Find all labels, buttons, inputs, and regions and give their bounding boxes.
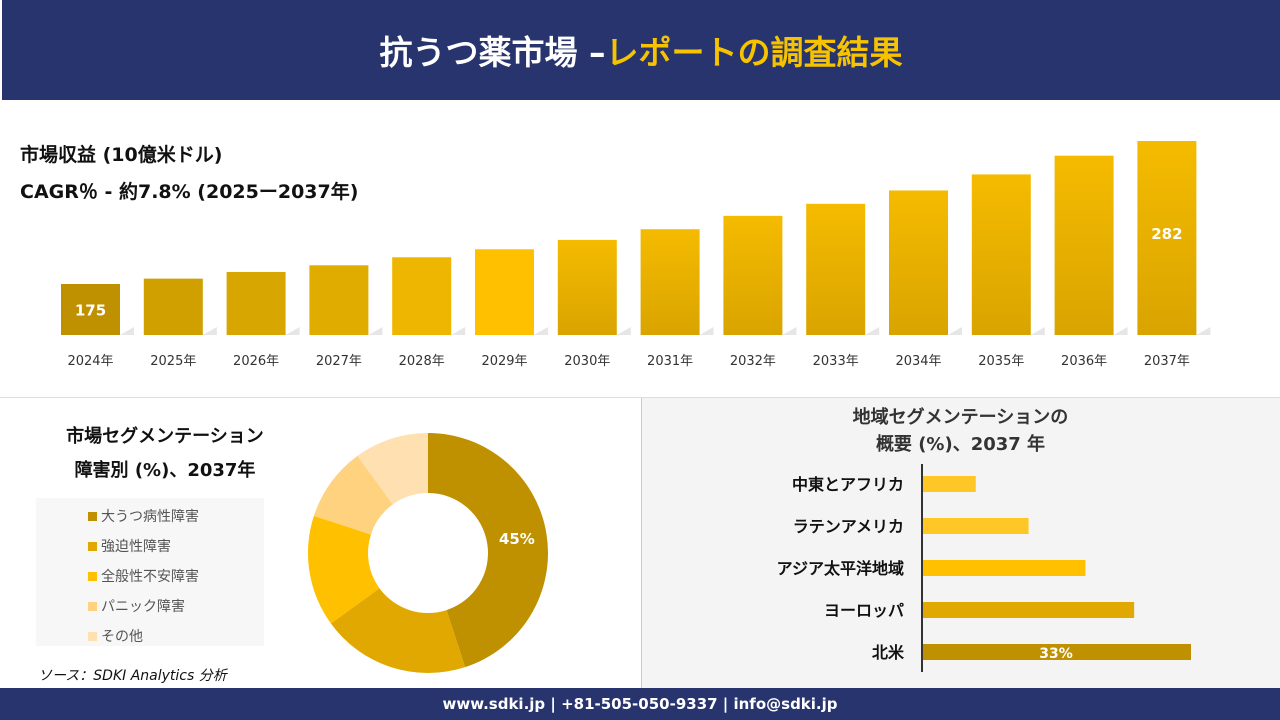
legend-swatch — [88, 631, 97, 641]
disorder-donut-chart: 45% — [308, 433, 549, 673]
region-title: 地域セグメンテーションの 概要 (%)、2037 年 — [641, 404, 1280, 458]
revenue-title: 市場収益 (10億米ドル) — [20, 144, 223, 166]
donut-legend: 大うつ病性障害 強迫性障害全般性不安障害 パニック障害 その他 — [36, 498, 264, 646]
donut-slice-3 — [313, 455, 393, 535]
x-tick-label: 2036年 — [1061, 354, 1107, 369]
y-tick-label: 中東とアフリカ — [792, 475, 904, 494]
region-panel — [641, 398, 1280, 688]
title-accent: レポートの調査結果 — [605, 33, 903, 72]
bar-アジア太平洋地域 — [923, 560, 1086, 576]
bar-shadow — [616, 327, 631, 335]
bar-2031年 — [640, 229, 700, 335]
legend-label: 大うつ病性障害 — [101, 509, 199, 525]
x-tick-label: 2031年 — [647, 354, 693, 369]
legend-label: その他 — [101, 629, 143, 645]
cagr-text: CAGR％ - 約7.8% (2025ー2037年) — [20, 181, 359, 203]
x-tick-label: 2032年 — [730, 354, 776, 369]
bar-ラテンアメリカ — [923, 518, 1029, 534]
data-label: 175 — [75, 302, 106, 320]
bar-2034年 — [889, 190, 948, 335]
x-tick-label: 2033年 — [813, 354, 859, 369]
bar-shadow — [534, 327, 548, 335]
bar-shadow — [120, 327, 134, 335]
bar-2024年 — [61, 284, 120, 335]
bar-shadow — [1196, 327, 1211, 335]
bar-2025年 — [143, 278, 203, 335]
bar-ヨーロッパ — [923, 602, 1135, 618]
legend-item: 大うつ病性障害 — [88, 501, 264, 531]
bar-shadow — [1030, 327, 1045, 335]
disorder-title-line1: 市場セグメンテーション — [66, 426, 264, 447]
x-tick-label: 2028年 — [399, 354, 445, 369]
legend-swatch — [88, 601, 97, 611]
y-tick-label: ヨーロッパ — [824, 601, 904, 620]
bar-shadow — [948, 327, 962, 335]
bar-shadow — [865, 327, 880, 335]
bar-shadow — [782, 327, 797, 335]
legend-label: パニック障害 — [101, 599, 185, 615]
bar-shadow — [451, 327, 466, 335]
data-label: 33% — [1039, 646, 1073, 662]
disorder-title-line2: 障害別 (%)、2037年 — [74, 460, 256, 481]
bar-中東とアフリカ — [923, 476, 976, 492]
donut-slice-2 — [308, 515, 380, 624]
bar-2032年 — [723, 215, 783, 335]
legend-swatch — [88, 511, 97, 521]
x-tick-label: 2037年 — [1144, 354, 1190, 369]
x-tick-label: 2025年 — [150, 354, 196, 369]
donut-slice-1 — [330, 588, 466, 673]
bar-2029年 — [475, 249, 534, 335]
bar-2027年 — [309, 265, 369, 335]
title-main: 抗うつ薬市場 – — [379, 33, 606, 72]
x-tick-label: 2029年 — [481, 354, 527, 369]
region-title-line2: 概要 (%)、2037 年 — [875, 434, 1046, 455]
bar-2036年 — [1054, 155, 1114, 335]
bar-2035年 — [971, 174, 1031, 335]
bar-2026年 — [226, 271, 286, 335]
donut-slice-4 — [357, 433, 428, 505]
bar-2033年 — [806, 203, 866, 335]
region-title-line1: 地域セグメンテーションの — [852, 407, 1069, 428]
legend-label: 強迫性障害 — [101, 539, 171, 555]
divider — [0, 397, 1280, 398]
data-label: 45% — [499, 530, 535, 548]
bar-北米 — [923, 644, 1191, 660]
bar-shadow — [285, 327, 300, 335]
legend-item: 全般性不安障害 — [88, 561, 264, 591]
bar-shadow — [202, 327, 217, 335]
legend-item: パニック障害 — [88, 591, 264, 621]
legend-item: 強迫性障害 — [88, 531, 264, 561]
x-tick-label: 2026年 — [233, 354, 279, 369]
legend-item: その他 — [88, 621, 264, 651]
legend-swatch — [88, 571, 97, 581]
bar-2030年 — [557, 239, 617, 335]
x-tick-label: 2027年 — [316, 354, 362, 369]
revenue-bar-chart: 2024年 175 2025年 2026年 2027年 2028年 2029年 2030年 20… — [61, 141, 1211, 369]
x-tick-label: 2035年 — [978, 354, 1024, 369]
y-tick-label: アジア太平洋地域 — [777, 559, 904, 578]
x-tick-label: 2024年 — [67, 354, 113, 369]
bar-2028年 — [392, 257, 452, 335]
bar-shadow — [1113, 327, 1128, 335]
source-note: ソース：SDKI Analytics 分析 — [38, 668, 227, 684]
y-tick-label: ラテンアメリカ — [793, 517, 904, 536]
data-label: 282 — [1151, 225, 1182, 243]
y-tick-label: 北米 — [872, 643, 905, 662]
legend-swatch — [88, 541, 97, 551]
bar-shadow — [699, 327, 714, 335]
bar-shadow — [368, 327, 383, 335]
disorder-title: 市場セグメンテーション 障害別 (%)、2037年 — [30, 420, 300, 488]
bar-2037年 — [1137, 141, 1197, 335]
donut-slice-0 — [428, 433, 549, 668]
legend-label: 全般性不安障害 — [101, 569, 199, 585]
header-banner: 抗うつ薬市場 – レポートの調査結果 — [2, 0, 1280, 100]
footer-contact: www.sdki.jp | +81-505-050-9337 | info@sd… — [0, 688, 1280, 720]
x-tick-label: 2034年 — [895, 354, 941, 369]
x-tick-label: 2030年 — [564, 354, 610, 369]
